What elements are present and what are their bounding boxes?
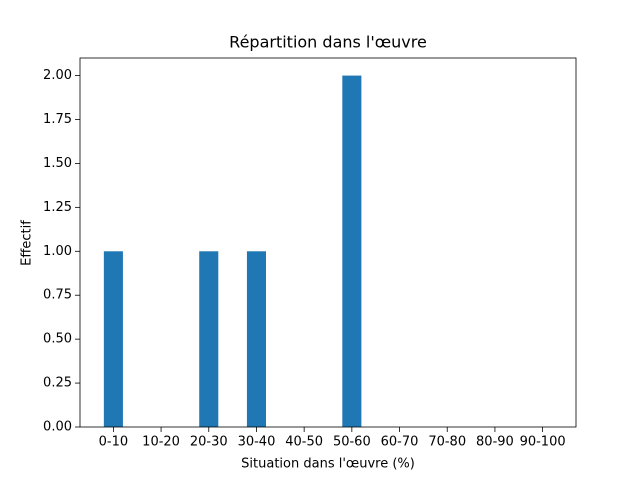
x-tick-label: 90-100 — [520, 435, 566, 450]
x-tick-label: 30-40 — [238, 435, 276, 450]
x-tick-label: 80-90 — [476, 435, 514, 450]
bar — [199, 251, 219, 427]
y-tick-label: 1.50 — [43, 156, 72, 171]
bar — [103, 251, 123, 427]
y-tick-label: 2.00 — [43, 68, 72, 83]
y-tick-label: 0.00 — [43, 420, 72, 435]
y-tick-label: 1.25 — [43, 200, 72, 215]
x-tick-label: 20-30 — [190, 435, 228, 450]
y-tick-label: 1.75 — [43, 112, 72, 127]
y-tick-label: 0.50 — [43, 332, 72, 347]
x-tick-label: 70-80 — [428, 435, 466, 450]
x-tick-label: 60-70 — [381, 435, 419, 450]
y-tick-label: 1.00 — [43, 244, 72, 259]
chart-title: Répartition dans l'œuvre — [229, 33, 427, 52]
plot-frame — [79, 57, 577, 428]
x-tick-label: 40-50 — [285, 435, 323, 450]
y-tick-label: 0.75 — [43, 288, 72, 303]
bar — [342, 75, 362, 428]
y-axis-label: Effectif — [20, 220, 35, 266]
bar — [246, 251, 266, 427]
x-axis-label: Situation dans l'œuvre (%) — [241, 457, 415, 472]
x-tick-label: 0-10 — [99, 435, 129, 450]
x-tick-label: 50-60 — [333, 435, 371, 450]
y-tick-label: 0.25 — [43, 376, 72, 391]
x-tick-label: 10-20 — [142, 435, 180, 450]
